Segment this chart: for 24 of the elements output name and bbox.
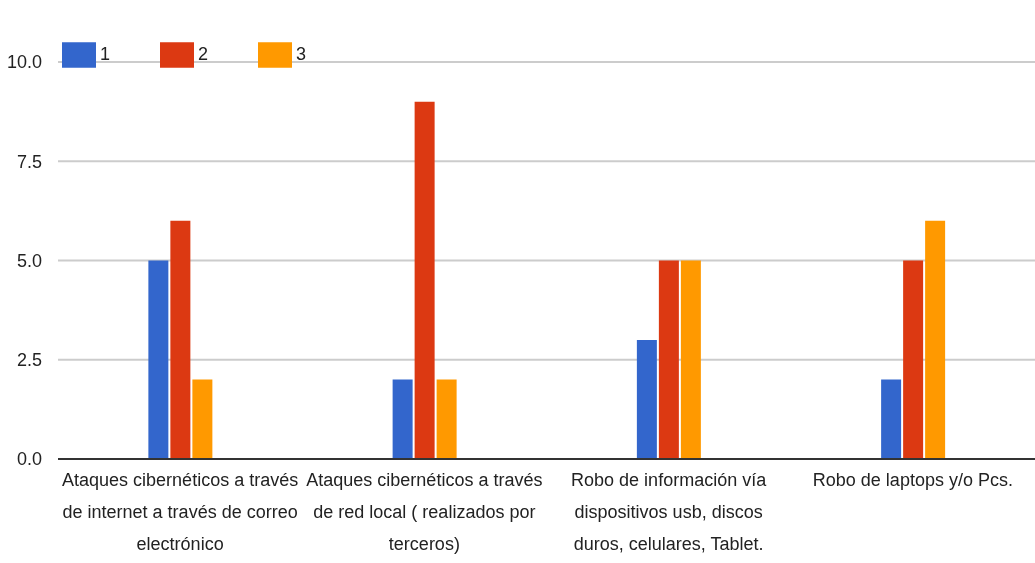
y-tick-label: 10.0 bbox=[6, 52, 42, 73]
bar bbox=[436, 379, 457, 459]
bar bbox=[392, 379, 413, 459]
x-tick-label: Ataques cibernéticos a través de red local ( realizados por terceros) bbox=[306, 469, 543, 554]
bar bbox=[658, 260, 679, 459]
bar bbox=[414, 101, 435, 459]
bar bbox=[636, 339, 657, 459]
bar bbox=[903, 260, 924, 459]
legend-label: 1 bbox=[100, 43, 111, 64]
x-tick-label: Robo de laptops y/o Pcs. bbox=[812, 469, 1013, 490]
bar bbox=[192, 379, 213, 459]
legend-label: 2 bbox=[198, 43, 209, 64]
x-tick-label: Robo de información vía dispositivos usb, discos duros, celulares, Tablet. bbox=[571, 469, 768, 554]
x-tick-label: Ataques cibernéticos a través de internet a través de correo electrónico bbox=[62, 469, 299, 554]
bar bbox=[881, 379, 902, 459]
y-tick-label: 7.5 bbox=[16, 151, 42, 172]
legend-label: 3 bbox=[296, 43, 307, 64]
bar bbox=[925, 220, 946, 459]
y-tick-label: 2.5 bbox=[16, 350, 42, 371]
bar bbox=[148, 260, 169, 459]
y-tick-label: 5.0 bbox=[16, 250, 42, 271]
bar bbox=[170, 220, 191, 459]
y-tick-label: 0.0 bbox=[16, 449, 42, 470]
bar bbox=[680, 260, 701, 459]
